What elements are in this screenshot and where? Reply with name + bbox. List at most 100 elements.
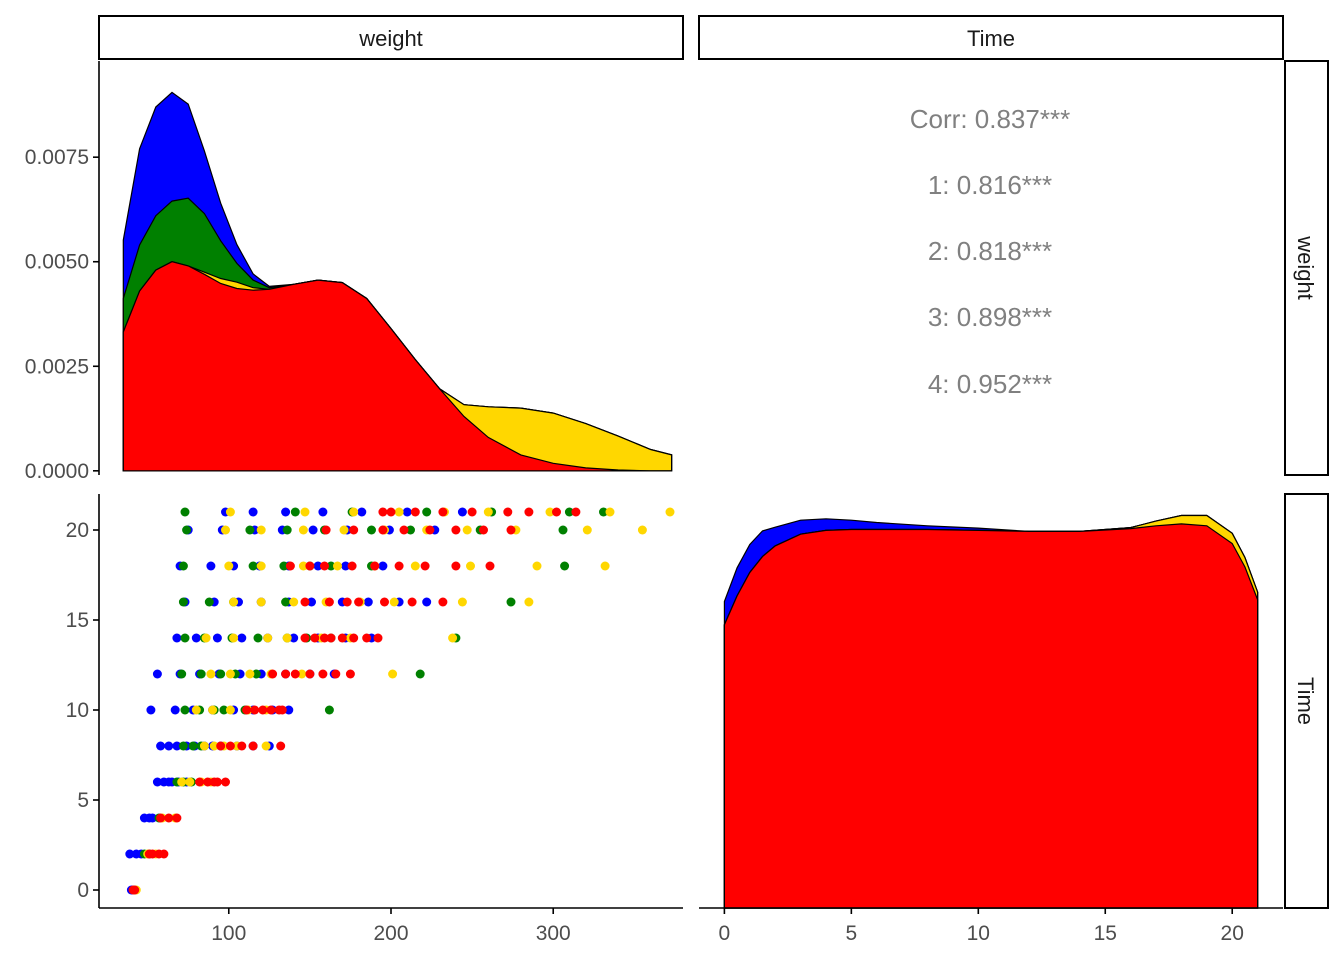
- scatter-point: [209, 741, 219, 751]
- scatter-point: [201, 633, 211, 643]
- scatter-point: [305, 669, 315, 679]
- scatter-point: [237, 741, 247, 751]
- scatter-y-tick-label: 10: [66, 699, 89, 722]
- time-density-x-tick-label: 0: [719, 922, 731, 945]
- scatter-point: [305, 561, 315, 571]
- scatter-y-tick-label: 0: [77, 879, 89, 902]
- scatter-point: [245, 525, 255, 535]
- scatter-point: [386, 507, 396, 517]
- strip-label-right-weight: weight: [1293, 235, 1318, 300]
- scatter-point: [164, 813, 174, 823]
- scatter-point: [182, 525, 192, 535]
- scatter-point: [191, 633, 201, 643]
- scatter-point: [457, 597, 467, 607]
- scatter-point: [276, 741, 286, 751]
- scatter-point: [300, 597, 310, 607]
- scatter-point: [399, 525, 409, 535]
- scatter-point: [313, 561, 323, 571]
- scatter-point: [216, 669, 226, 679]
- scatter-point: [451, 525, 461, 535]
- scatter-point: [208, 705, 218, 715]
- scatter-point: [378, 525, 388, 535]
- scatter-point: [333, 561, 342, 571]
- scatter-panel: [125, 507, 675, 895]
- scatter-point: [212, 777, 222, 787]
- scatter-point: [342, 597, 352, 607]
- scatter-point: [281, 669, 291, 679]
- scatter-point: [337, 633, 347, 643]
- scatter-point: [290, 669, 300, 679]
- scatter-point: [206, 669, 216, 679]
- scatter-point: [156, 813, 166, 823]
- scatter-point: [170, 705, 180, 715]
- scatter-point: [199, 741, 209, 751]
- scatter-point: [125, 849, 135, 859]
- scatter-point: [282, 633, 292, 643]
- scatter-point: [389, 597, 399, 607]
- weight-density-area-group-1: [122, 261, 672, 472]
- time-density-panel: [723, 514, 1259, 909]
- scatter-point: [422, 597, 432, 607]
- scatter-point: [326, 561, 336, 571]
- scatter-point: [180, 633, 190, 643]
- scatter-x-tick-label: 300: [536, 922, 571, 945]
- scatter-point: [331, 669, 341, 679]
- scatter-point: [242, 705, 252, 715]
- scatter-point: [281, 597, 291, 607]
- scatter-point: [178, 597, 188, 607]
- weight-density-y-tick-label: 0.0075: [25, 146, 89, 169]
- scatter-point: [130, 885, 140, 895]
- scatter-point: [394, 561, 404, 571]
- scatter-point: [225, 507, 235, 517]
- scatter-point: [354, 597, 364, 607]
- scatter-point: [180, 705, 190, 715]
- strip-label-time: Time: [967, 26, 1015, 51]
- scatter-point: [248, 741, 258, 751]
- scatter-point: [347, 561, 357, 571]
- scatter-point: [298, 561, 308, 571]
- scatter-point: [216, 741, 226, 751]
- scatter-point: [564, 507, 574, 517]
- scatter-point: [290, 507, 300, 517]
- scatter-point: [357, 507, 367, 517]
- scatter-point: [229, 597, 239, 607]
- scatter-point: [221, 777, 230, 787]
- weight-density-y-tick-label: 0.0000: [25, 460, 89, 483]
- scatter-point: [415, 669, 425, 679]
- scatter-point: [172, 633, 182, 643]
- scatter-point: [485, 561, 495, 571]
- scatter-point: [225, 705, 235, 715]
- scatter-point: [349, 507, 359, 517]
- scatter-point: [300, 633, 310, 643]
- scatter-point: [308, 525, 318, 535]
- scatter-point: [185, 777, 195, 787]
- scatter-point: [285, 561, 295, 571]
- scatter-y-tick-label: 20: [66, 519, 89, 542]
- scatter-point: [282, 525, 292, 535]
- scatter-y-tick-label: 5: [77, 789, 89, 812]
- scatter-point: [298, 525, 308, 535]
- scatter-point: [506, 525, 516, 535]
- scatter-point: [524, 507, 534, 517]
- scatter-point: [248, 507, 258, 517]
- scatter-point: [289, 597, 299, 607]
- scatter-point: [362, 633, 372, 643]
- scatter-point: [438, 507, 448, 517]
- scatter-point: [378, 507, 388, 517]
- scatter-point: [466, 561, 475, 571]
- scatter-point: [256, 597, 266, 607]
- scatter-point: [180, 507, 190, 517]
- scatter-point: [250, 705, 260, 715]
- scatter-point: [324, 705, 334, 715]
- scatter-point: [310, 633, 320, 643]
- scatter-point: [178, 561, 188, 571]
- scatter-point: [349, 525, 359, 535]
- scatter-point: [605, 507, 615, 517]
- scatter-point: [279, 561, 289, 571]
- scatter-point: [188, 741, 198, 751]
- correlation-panel: Corr: 0.837*** 1: 0.816*** 2: 0.818*** 3…: [910, 104, 1070, 399]
- weight-density-y-tick-label: 0.0050: [25, 251, 89, 274]
- scatter-point: [177, 777, 187, 787]
- scatter-x-tick-label: 100: [211, 922, 246, 945]
- scatter-point: [277, 705, 287, 715]
